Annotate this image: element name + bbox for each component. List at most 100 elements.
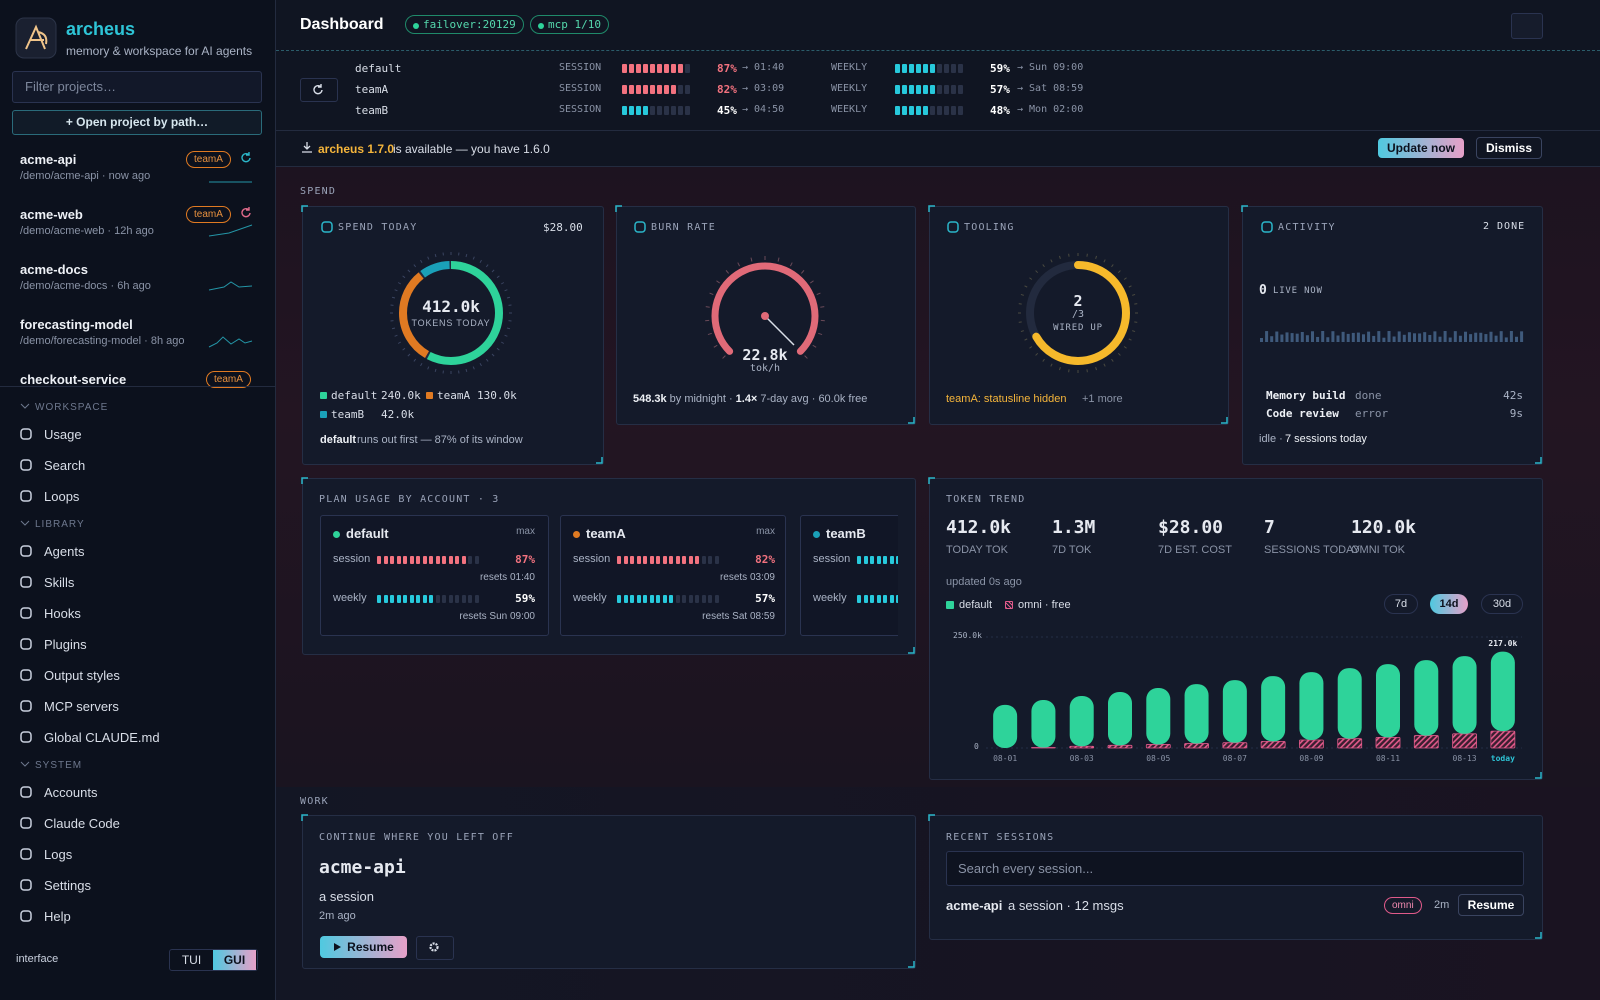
quota-label: SESSION <box>559 83 602 94</box>
meter-segment <box>958 64 963 73</box>
meter <box>622 85 692 94</box>
range-button[interactable]: 30d <box>1481 594 1523 614</box>
activity-bar <box>1260 338 1263 342</box>
project-meta: /demo/forecasting-model · 8h ago <box>20 335 185 347</box>
tick <box>1117 352 1121 356</box>
nav-item[interactable]: Skills <box>44 575 75 590</box>
spend-amount: $28.00 <box>543 221 583 234</box>
meter-segment <box>708 595 712 603</box>
x-tick-label: today <box>1490 754 1515 763</box>
meter-segment <box>390 556 394 564</box>
nav-item[interactable]: Claude Code <box>44 816 120 831</box>
session-resume[interactable]: Resume <box>1458 894 1524 916</box>
tick <box>413 358 417 362</box>
meter-segment <box>396 595 401 603</box>
interface-option[interactable]: GUI <box>213 950 256 970</box>
session-search[interactable]: Search every session... <box>946 851 1524 886</box>
project-name[interactable]: acme-web <box>20 207 83 222</box>
project-filter[interactable]: Filter projects… <box>12 71 262 103</box>
account-card: teamA max session 82% resets 03:09 weekly 57% r… <box>560 515 786 636</box>
meter-segment <box>636 64 641 73</box>
row-pct: 87% <box>515 553 535 566</box>
quota-account: teamB <box>355 104 389 117</box>
x-tick-label: 08-07 <box>1222 754 1247 763</box>
project-name[interactable]: forecasting-model <box>20 317 133 332</box>
project-meta: /demo/acme-docs · 6h ago <box>20 280 151 292</box>
open-project-button[interactable]: + Open project by path… <box>12 110 262 135</box>
tick <box>1042 358 1045 362</box>
tick <box>465 253 468 258</box>
icon <box>20 459 32 471</box>
panel-title: TOKEN TREND <box>946 494 1026 505</box>
bar-segment <box>1452 656 1477 734</box>
meter-segment <box>416 556 420 564</box>
meter-segment <box>909 85 914 94</box>
settings-button[interactable] <box>416 936 454 960</box>
bar-segment <box>1413 735 1439 749</box>
stat-value: 120.0k <box>1351 517 1417 538</box>
meter-segment <box>629 106 634 115</box>
graphic <box>20 428 32 440</box>
nav-item[interactable]: MCP servers <box>44 699 119 714</box>
graphic <box>928 205 1228 424</box>
bar-segment <box>1222 680 1247 743</box>
project-name[interactable]: checkout-service <box>20 372 127 387</box>
account-card: teamB session weekly <box>800 515 898 636</box>
meter-segment <box>629 64 634 73</box>
graphic <box>20 490 32 502</box>
meter-segment <box>902 64 907 73</box>
dismiss-button[interactable]: Dismiss <box>1476 137 1542 159</box>
nav-item[interactable]: Global CLAUDE.md <box>44 730 160 745</box>
project-name[interactable]: acme-api <box>20 152 77 167</box>
meter-segment <box>714 556 719 564</box>
tick <box>485 358 489 362</box>
meter <box>895 64 965 73</box>
interface-option[interactable]: TUI <box>181 953 202 967</box>
activity-bar <box>1494 335 1498 342</box>
meter-segment <box>675 556 680 564</box>
nav-item[interactable]: Logs <box>44 847 73 862</box>
range-button[interactable]: 14d <box>1430 594 1468 614</box>
graphic <box>20 638 32 650</box>
meter-segment <box>944 64 949 73</box>
meter-segment <box>622 64 627 73</box>
tick <box>465 368 468 373</box>
section-label: SPEND <box>300 186 337 197</box>
range-button[interactable]: 7d <box>1384 594 1418 614</box>
stat-label: TODAY TOK <box>946 544 1008 556</box>
meter-segment <box>455 595 459 603</box>
nav-item[interactable]: Agents <box>44 544 85 559</box>
theme-button[interactable] <box>1511 13 1543 39</box>
update-button[interactable]: Update now <box>1378 138 1464 158</box>
nav-item[interactable]: Settings <box>44 878 91 893</box>
nav-item[interactable]: Hooks <box>44 606 81 621</box>
donut-total: 412.0k <box>422 297 480 316</box>
nav-item[interactable]: Output styles <box>44 668 120 683</box>
section-title: SYSTEM <box>35 760 83 771</box>
nav-item[interactable]: Loops <box>44 489 80 504</box>
resume-button[interactable]: Resume <box>320 936 407 958</box>
project-name[interactable]: acme-docs <box>20 262 88 277</box>
activity-bar <box>1295 333 1299 342</box>
refresh-button[interactable] <box>300 78 338 102</box>
bar-segment <box>1184 743 1209 749</box>
session-project[interactable]: acme-api <box>946 898 1003 913</box>
nav-item[interactable]: Help <box>44 909 71 924</box>
graphic <box>302 142 312 153</box>
meter-segment <box>930 106 935 115</box>
meter-segment <box>669 595 673 603</box>
nav-item[interactable]: Plugins <box>44 637 87 652</box>
row-reset: resets Sun 09:00 <box>459 611 535 622</box>
meter-segment <box>678 106 683 115</box>
quota-reset: → Sun 09:00 <box>1017 62 1084 73</box>
graphic <box>928 814 1542 939</box>
graphic <box>947 221 959 233</box>
nav-item[interactable]: Usage <box>44 427 82 442</box>
project-sparkline <box>208 281 253 291</box>
footer-strong: default <box>320 434 357 446</box>
nav-item[interactable]: Search <box>44 458 86 473</box>
nav-item[interactable]: Accounts <box>44 785 98 800</box>
burn-footer-part: by midnight · <box>669 393 733 405</box>
card-title: TOOLING <box>964 222 1015 233</box>
icon <box>20 490 32 502</box>
